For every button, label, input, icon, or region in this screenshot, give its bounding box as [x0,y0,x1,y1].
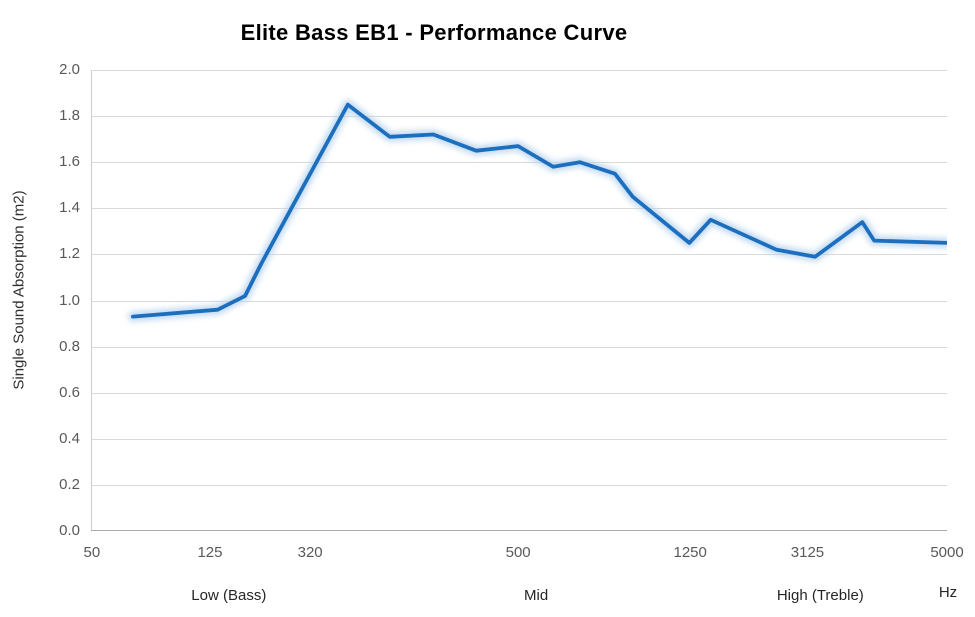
series-group [127,99,947,322]
x-tick-label: 500 [505,544,531,561]
x-tick-label: 1250 [673,544,707,561]
y-tick-label: 2.0 [59,61,80,78]
y-tick-label: 1.6 [59,153,80,171]
band-label: Mid [524,587,549,604]
x-tick-label: 125 [197,544,223,561]
gridlines [91,70,947,486]
y-tick-label: 0.8 [59,337,80,355]
band-label: High (Treble) [776,587,864,604]
x-tick-label: 50 [83,544,101,561]
y-tick-label: 1.0 [59,291,80,309]
x-tick-label: 3125 [790,544,825,561]
y-axis-title: Single Sound Absorption (m2) [10,190,28,390]
y-tick-label: 1.8 [59,107,80,125]
band-label: Low (Bass) [191,587,267,604]
y-tick-label: 0.2 [59,475,80,493]
y-tick-label: 0.6 [59,383,80,401]
y-tick-label: 1.2 [59,245,80,263]
x-tick-label: 5000 [930,544,964,561]
y-tick-label: 0.4 [59,429,80,447]
x-tick-label: 320 [297,544,323,561]
axis-lines [91,70,947,531]
y-tick-label: 1.4 [59,199,80,217]
chart-title: Elite Bass EB1 - Performance Curve [240,20,628,45]
y-tick-label: 0.0 [59,522,80,539]
plot-area [91,70,947,531]
series-line-glow [127,99,947,322]
series-line [131,102,947,319]
hz-unit-label: Hz [938,584,958,601]
